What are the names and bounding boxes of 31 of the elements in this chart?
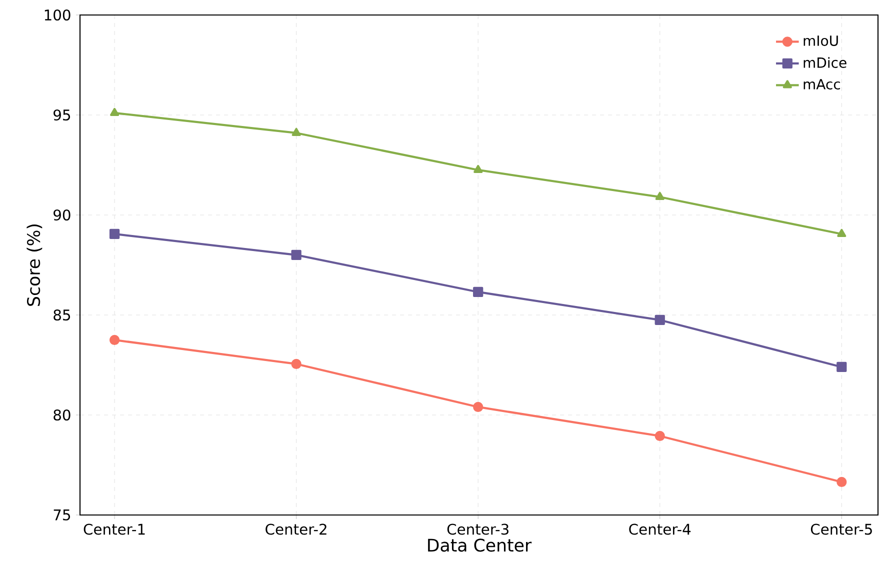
point — [655, 192, 664, 200]
x-tick-label: Center-2 — [266, 524, 326, 535]
y-tick-label: 90 — [54, 209, 70, 221]
y-tick-label: 95 — [54, 109, 70, 121]
point — [654, 430, 665, 442]
legend-label: mIoU — [804, 36, 838, 46]
point — [474, 164, 483, 174]
y-tick-label: 75 — [54, 510, 70, 520]
x-tick-label: Center-3 — [447, 524, 508, 535]
point — [473, 286, 484, 298]
point — [654, 314, 665, 326]
point — [291, 250, 302, 260]
legend-label: mDice — [804, 57, 846, 68]
legend-label: mAcc — [804, 79, 840, 90]
y-tick-label: 80 — [54, 409, 70, 421]
y-axis-title: Score (%) — [26, 224, 42, 306]
x-tick-label: Center-4 — [629, 524, 691, 535]
point — [292, 128, 301, 136]
point — [291, 358, 302, 370]
point — [473, 402, 484, 412]
point — [110, 108, 120, 116]
x-tick-label: Center-1 — [84, 524, 145, 535]
y-tick-label: 85 — [54, 309, 70, 321]
point — [109, 334, 120, 346]
y-tick-label: 100 — [44, 9, 70, 21]
x-tick-label: Center-5 — [810, 524, 872, 535]
point — [836, 476, 847, 488]
point — [836, 362, 847, 372]
x-axis-title: Data Center — [428, 538, 532, 552]
point — [837, 228, 846, 238]
point — [109, 228, 120, 240]
